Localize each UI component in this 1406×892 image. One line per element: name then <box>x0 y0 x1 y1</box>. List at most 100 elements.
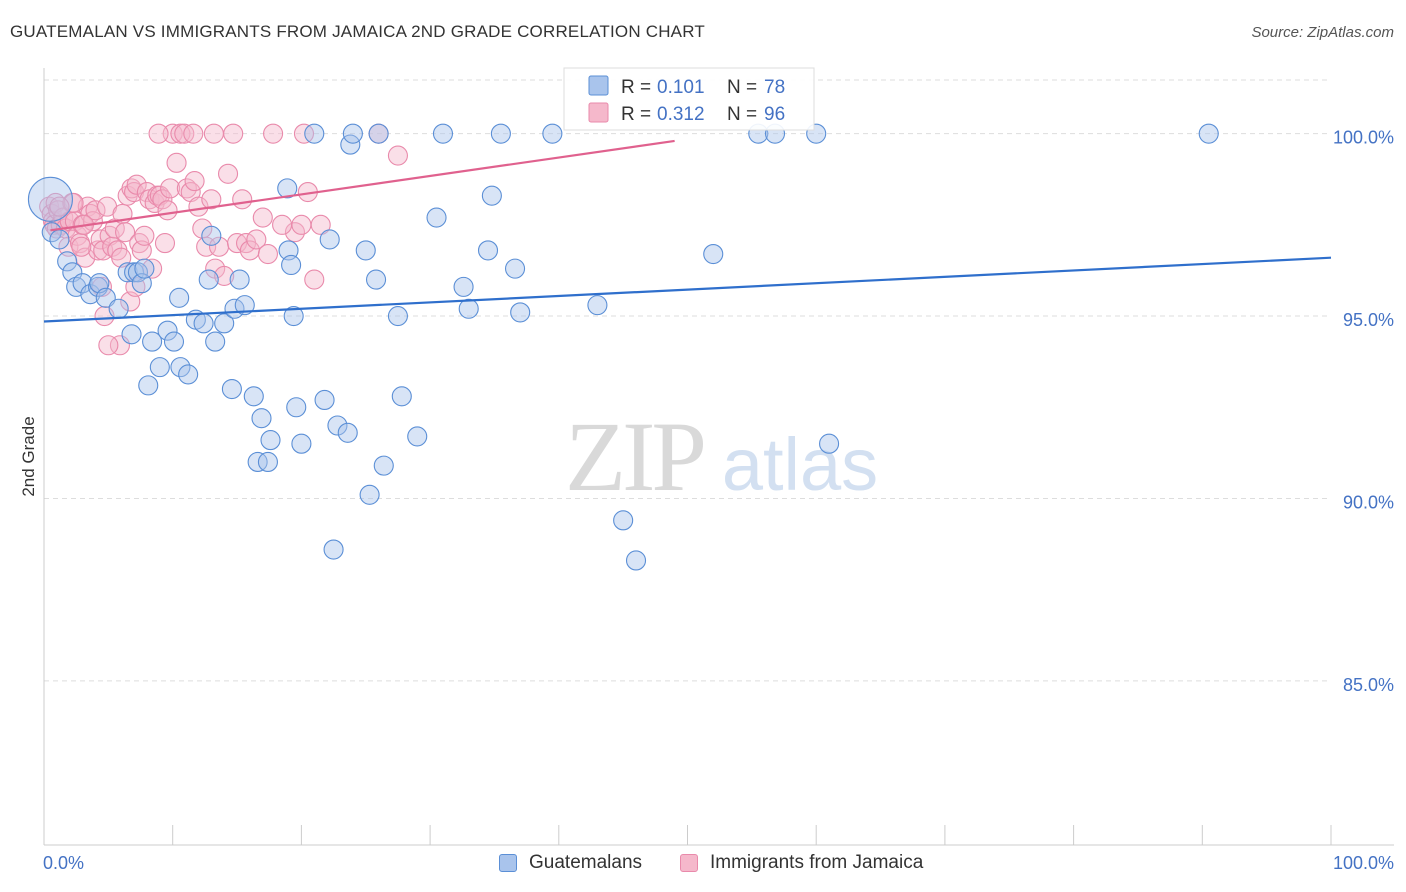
guatemalan-point <box>131 273 152 294</box>
legend-swatch-guatemalans <box>588 75 609 96</box>
legend-label-guatemalans: Guatemalans <box>529 852 643 873</box>
jamaica-point <box>291 214 312 235</box>
guatemalan-point <box>391 386 412 407</box>
legend-swatch-guatemalans-bottom <box>499 854 517 872</box>
jamaica-point <box>263 123 284 144</box>
jamaica-point <box>272 214 293 235</box>
guatemalan-point <box>198 269 219 290</box>
guatemalan-point <box>41 222 62 243</box>
guatemalan-point <box>257 451 278 473</box>
jamaica-point <box>160 178 181 199</box>
jamaica-point <box>129 233 150 254</box>
guatemalan-point <box>314 389 335 411</box>
guatemalan-point <box>458 298 479 319</box>
guatemalan-point <box>542 123 563 144</box>
jamaica-point <box>387 145 408 166</box>
jamaica-point <box>304 269 325 290</box>
guatemalan-point <box>323 539 344 560</box>
jamaica-point <box>201 189 222 210</box>
legend-item-jamaica: Immigrants from Jamaica <box>680 852 923 874</box>
trend-line-guatemalans <box>43 256 1332 323</box>
guatemalan-point <box>613 510 634 531</box>
guatemalan-point <box>453 276 474 297</box>
watermark-atlas: atlas <box>722 423 878 506</box>
guatemalan-point <box>278 240 299 261</box>
guatemalan-point <box>57 251 78 272</box>
x-tick-label-min: 0.0% <box>43 853 84 873</box>
x-tick-label-max: 100.0% <box>1333 853 1394 873</box>
guatemalan-point <box>221 378 242 400</box>
series-legend: Guatemalans Immigrants from Jamaica <box>0 852 1406 878</box>
jamaica-point <box>232 189 253 210</box>
guatemalan-point <box>281 254 302 276</box>
guatemalan-point <box>214 313 235 334</box>
guatemalan-point <box>243 386 264 407</box>
guatemalan-point <box>304 123 325 144</box>
y-tick-label: 85.0% <box>1343 675 1394 695</box>
guatemalan-point <box>170 357 191 378</box>
legend-r-label-1: R = <box>621 77 656 98</box>
guatemalan-point <box>108 298 129 319</box>
jamaica-point <box>157 200 178 221</box>
guatemalan-point <box>387 306 408 327</box>
y-tick-label: 95.0% <box>1343 310 1394 330</box>
guatemalan-point <box>205 331 226 352</box>
guatemalan-point <box>157 320 178 341</box>
guatemalan-point <box>342 123 363 144</box>
y-tick-label: 90.0% <box>1343 492 1394 512</box>
guatemalan-point <box>117 262 138 283</box>
jamaica-point <box>166 152 187 173</box>
guatemalan-point <box>127 262 149 283</box>
guatemalan-point <box>169 287 190 308</box>
jamaica-point <box>203 123 224 144</box>
guatemalan-point <box>373 455 394 476</box>
jamaica-point <box>98 335 119 356</box>
guatemalan-point <box>291 433 312 454</box>
guatemalan-point <box>277 178 298 199</box>
guatemalan-point <box>142 331 163 352</box>
guatemalan-point <box>149 357 170 378</box>
legend-n-label-1: N = <box>727 77 762 98</box>
jamaica-point <box>176 178 197 199</box>
jamaica-point <box>257 243 278 265</box>
guatemalan-point <box>625 550 647 571</box>
guatemalan-point <box>1198 123 1219 144</box>
guatemalan-point <box>229 269 250 290</box>
series-jamaica-points <box>39 123 408 356</box>
guatemalan-point <box>283 306 304 327</box>
legend-n-value-2: 96 <box>764 104 785 125</box>
jamaica-point <box>49 196 70 217</box>
stats-legend: R = 0.101 N = 78 R = 0.312 N = 96 <box>563 67 815 131</box>
legend-n-value-1: 78 <box>764 77 785 98</box>
jamaica-point <box>183 123 204 144</box>
guatemalan-point <box>121 324 142 345</box>
guatemalan-point <box>432 123 454 144</box>
chart-title: GUATEMALAN VS IMMIGRANTS FROM JAMAICA 2N… <box>10 22 705 41</box>
legend-swatch-jamaica <box>588 102 609 123</box>
jamaica-point <box>252 207 273 228</box>
guatemalan-point <box>490 123 511 144</box>
jamaica-point <box>217 163 239 184</box>
trend-line-jamaica <box>50 139 675 232</box>
guatemalan-point <box>138 375 159 396</box>
axes <box>43 68 1394 846</box>
jamaica-point <box>293 123 315 144</box>
guatemalan-point <box>407 426 428 447</box>
guatemalan-point <box>327 415 348 436</box>
legend-r-label-2: R = <box>621 104 656 125</box>
guatemalan-point <box>49 229 70 250</box>
jamaica-point <box>134 225 155 246</box>
jamaica-point <box>188 196 209 217</box>
legend-swatch-jamaica-bottom <box>680 854 698 872</box>
jamaica-point <box>148 123 169 144</box>
guatemalan-point <box>247 451 268 473</box>
y-tick-labels: 85.0% 90.0% 95.0% 100.0% <box>1333 128 1394 695</box>
guatemalan-point <box>319 229 340 250</box>
guatemalan-point <box>201 225 222 246</box>
jamaica-point <box>115 222 136 243</box>
guatemalan-point <box>178 364 199 385</box>
guatemalan-point <box>337 422 358 443</box>
source-credit: Source: ZipAtlas.com <box>1251 24 1394 41</box>
y-tick-label: 100.0% <box>1333 128 1394 148</box>
guatemalan-point <box>703 243 724 265</box>
